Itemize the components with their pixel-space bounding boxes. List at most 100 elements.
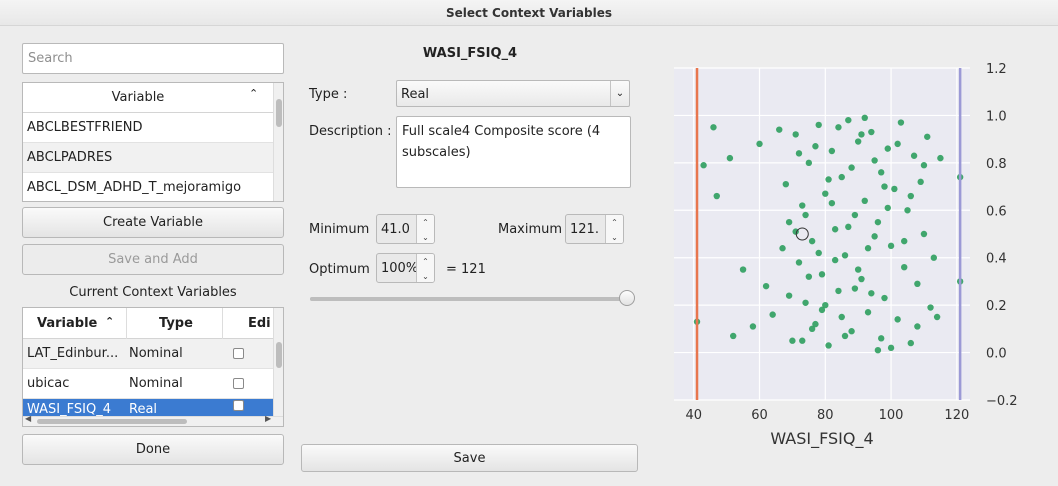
- scroll-left-icon[interactable]: ◀: [25, 414, 32, 423]
- increment-icon[interactable]: ⌃: [605, 215, 623, 230]
- table-vertical-scrollbar[interactable]: [273, 308, 283, 416]
- column-header-variable[interactable]: Variable ⌃: [23, 308, 127, 339]
- decrement-icon[interactable]: ⌄: [605, 230, 623, 243]
- data-point: [887, 242, 895, 250]
- table-row-selected[interactable]: WASI_FSIQ_4 Real: [23, 399, 273, 419]
- create-variable-button[interactable]: Create Variable: [22, 207, 284, 238]
- row-type: Nominal: [129, 376, 183, 391]
- scatter-chart: 40 60 80 100 120 −0.2 0.0 0.2 0.4 0.6 0.8 1.0 1.2 WAS…: [674, 62, 1018, 449]
- data-point: [799, 337, 806, 344]
- data-point: [924, 133, 931, 140]
- list-item-label: ABCL_DSM_ADHD_T_mejoramigo: [27, 180, 242, 195]
- data-point: [845, 116, 852, 124]
- variable-list-header[interactable]: Variable ⌃: [23, 83, 273, 113]
- data-point: [917, 178, 924, 186]
- maximum-spinbox[interactable]: 121. ⌃ ⌄: [565, 214, 624, 244]
- x-tick-label: 80: [817, 408, 834, 423]
- scrollbar-thumb[interactable]: [276, 99, 282, 127]
- optimum-slider[interactable]: [310, 290, 635, 306]
- save-button[interactable]: Save: [301, 444, 638, 472]
- data-point: [828, 199, 836, 207]
- edit-checkbox[interactable]: [233, 348, 244, 359]
- scrollbar-thumb[interactable]: [37, 419, 187, 424]
- data-point: [815, 121, 822, 129]
- data-point: [871, 157, 878, 164]
- y-tick-label: 0.2: [986, 299, 1007, 314]
- decrement-icon[interactable]: ⌄: [416, 269, 434, 282]
- description-field[interactable]: Full scale4 Composite score (4 subscales…: [396, 116, 631, 188]
- data-point: [700, 162, 707, 169]
- table-row[interactable]: LAT_Edinbur... Nominal: [23, 339, 273, 369]
- scrollbar-thumb[interactable]: [276, 342, 282, 368]
- list-item[interactable]: ABCL_DSM_ADHD_T_mejoramigo: [23, 173, 273, 201]
- variable-list-scrollbar[interactable]: [273, 83, 283, 201]
- optimum-result: = 121: [446, 262, 486, 277]
- data-point: [894, 140, 901, 148]
- data-point: [756, 140, 763, 148]
- data-point: [874, 347, 882, 354]
- slider-fill: [310, 297, 628, 301]
- data-point: [785, 292, 793, 299]
- list-item-label: ABCLPADRES: [27, 150, 113, 165]
- optimum-label: Optimum: [309, 262, 370, 277]
- maximum-value: 121.: [570, 222, 599, 237]
- data-point: [907, 339, 914, 347]
- data-point: [841, 332, 849, 340]
- increment-icon[interactable]: ⌃: [416, 254, 434, 269]
- data-point: [897, 119, 905, 126]
- data-point: [805, 273, 813, 280]
- optimum-value: 100%: [381, 261, 417, 276]
- type-select[interactable]: Real ⌄: [396, 80, 630, 107]
- chevron-down-icon[interactable]: ⌄: [610, 81, 629, 106]
- row-variable-name: LAT_Edinbur...: [27, 346, 119, 361]
- data-point: [861, 114, 868, 122]
- data-point: [884, 145, 891, 152]
- data-point: [822, 190, 829, 197]
- increment-icon[interactable]: ⌃: [416, 215, 434, 230]
- y-tick-label: 1.0: [986, 109, 1007, 124]
- optimum-spinbox[interactable]: 100% ⌃ ⌄: [376, 253, 435, 283]
- data-point: [920, 162, 928, 169]
- data-point: [815, 249, 822, 257]
- data-point: [927, 304, 934, 311]
- data-point: [881, 183, 888, 190]
- variable-list[interactable]: Variable ⌃ ABCLBESTFRIEND ABCLPADRES ABC…: [22, 82, 284, 202]
- decrement-icon[interactable]: ⌄: [416, 230, 434, 243]
- data-point: [910, 152, 918, 159]
- variable-title: WASI_FSIQ_4: [422, 46, 518, 61]
- edit-checkbox[interactable]: [233, 378, 244, 389]
- data-point: [785, 218, 793, 226]
- save-and-add-button[interactable]: Save and Add: [22, 244, 284, 275]
- data-point: [818, 306, 826, 314]
- minimum-value: 41.0: [381, 222, 410, 237]
- minimum-spinbox[interactable]: 41.0 ⌃ ⌄: [376, 214, 435, 244]
- data-point: [914, 323, 921, 330]
- data-point: [812, 320, 819, 328]
- column-header-type[interactable]: Type: [127, 308, 223, 339]
- data-point: [795, 150, 803, 157]
- edit-checkbox[interactable]: [233, 400, 244, 411]
- data-point: [841, 252, 849, 259]
- data-point: [710, 124, 717, 131]
- search-input[interactable]: Search: [22, 43, 284, 74]
- current-variables-table[interactable]: Variable ⌃ Type Edi LAT_Edinbur... Nomina…: [22, 307, 284, 427]
- column-header-label: Variable: [37, 316, 98, 331]
- x-tick-label: 40: [685, 408, 702, 423]
- data-point: [861, 197, 868, 204]
- done-button[interactable]: Done: [22, 434, 284, 465]
- scroll-right-icon[interactable]: ▶: [265, 414, 272, 423]
- window-title: Select Context Variables: [0, 0, 1058, 26]
- maximum-label: Maximum: [498, 222, 563, 237]
- data-point: [812, 143, 819, 150]
- plot-background: [674, 68, 970, 400]
- data-point: [868, 128, 875, 136]
- slider-handle[interactable]: [619, 290, 635, 306]
- list-item[interactable]: ABCLBESTFRIEND: [23, 113, 273, 143]
- current-context-title: Current Context Variables: [69, 285, 237, 300]
- data-point: [851, 285, 859, 292]
- row-variable-name: WASI_FSIQ_4: [27, 402, 111, 417]
- column-header-edit[interactable]: Edi: [248, 316, 271, 331]
- table-row[interactable]: ubicac Nominal: [23, 369, 273, 399]
- table-horizontal-scrollbar[interactable]: ◀ ▶: [23, 414, 283, 426]
- list-item[interactable]: ABCLPADRES: [23, 143, 273, 173]
